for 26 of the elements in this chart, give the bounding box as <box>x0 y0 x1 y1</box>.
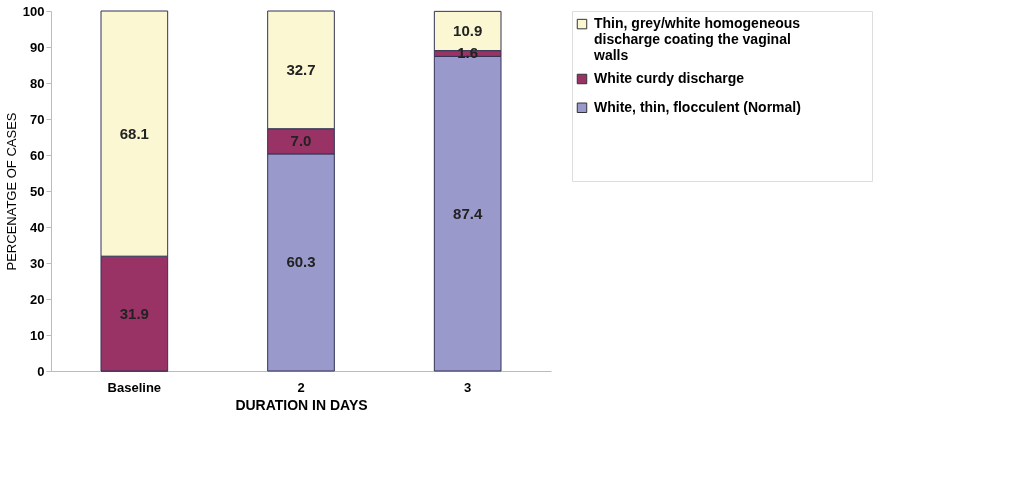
y-tick-label: 30 <box>30 255 45 271</box>
y-tick-label: 50 <box>30 183 45 199</box>
data-label: 31.9 <box>119 304 149 322</box>
x-axis-title: DURATION IN DAYS <box>235 396 368 413</box>
data-label: 60.3 <box>286 253 316 271</box>
y-tick-label: 90 <box>30 39 45 55</box>
legend-label: Thin, grey/white homogeneous discharge coating the vaginal walls <box>593 15 801 64</box>
y-tick-label: 40 <box>30 219 45 235</box>
legend-label: White, thin, flocculent (Normal) <box>594 98 801 115</box>
y-tick-label: 70 <box>30 111 45 127</box>
data-label: 87.4 <box>453 204 483 222</box>
y-tick-label: 20 <box>30 291 45 307</box>
y-tick-label: 0 <box>37 363 45 379</box>
data-label: 7.0 <box>290 132 312 150</box>
y-tick-label: 60 <box>30 147 45 163</box>
y-tick-label: 100 <box>22 3 45 19</box>
legend-label: White curdy discharge <box>594 70 745 86</box>
y-tick-label: 10 <box>30 327 45 343</box>
y-axis-title: PERCENATGE OF CASES <box>3 112 19 271</box>
data-label: 32.7 <box>286 60 316 78</box>
data-label: 10.9 <box>453 21 483 39</box>
x-tick-label: 2 <box>297 379 305 395</box>
x-tick-label: Baseline <box>107 379 162 395</box>
y-tick-label: 80 <box>30 75 45 91</box>
data-label: 68.1 <box>119 124 149 142</box>
x-tick-label: 3 <box>464 379 472 395</box>
